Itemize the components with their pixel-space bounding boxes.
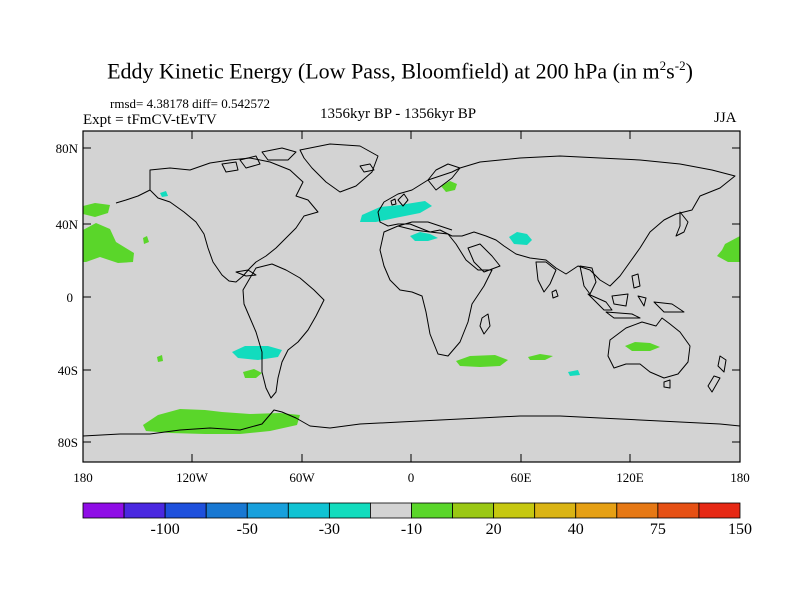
- colorbar-swatch: [123, 502, 166, 519]
- coastline-africa: [379, 225, 493, 357]
- lon-label: 60E: [511, 470, 532, 485]
- colorbar-label: -50: [237, 521, 258, 538]
- shade-region: [83, 203, 110, 217]
- shade-region: [528, 354, 553, 360]
- colorbar-swatch: [370, 502, 412, 519]
- coastline-north-america: [149, 157, 319, 283]
- coastline-greenland: [299, 143, 379, 193]
- coastline-mediterranean: [397, 221, 453, 231]
- coastline-sri-lanka: [551, 289, 559, 299]
- shade-region: [143, 409, 300, 434]
- coastline-philippines: [631, 273, 641, 289]
- coastline-cuba: [235, 269, 257, 277]
- shade-region: [360, 201, 432, 222]
- coastline-new-zealand: [707, 355, 727, 393]
- shade-region: [143, 236, 149, 244]
- colorbar-swatch: [164, 502, 207, 519]
- shade-region: [232, 346, 282, 360]
- coastline-scandinavia: [427, 163, 461, 191]
- shade-region: [160, 191, 168, 197]
- lon-label: 0: [408, 470, 415, 485]
- colorbar-labels: -100 -50 -30 -10 20 40 75 150: [150, 521, 752, 538]
- shade-region: [717, 236, 740, 262]
- shade-region: [568, 370, 580, 376]
- lat-label: 0: [67, 290, 74, 305]
- coastline-antarctica: [82, 409, 741, 437]
- colorbar-label: -10: [401, 521, 422, 538]
- experiment-label: Expt = tFmCV-tEvTV: [83, 112, 217, 128]
- lon-label: 120E: [616, 470, 644, 485]
- coastline-madagascar: [479, 313, 491, 335]
- lat-label: 40S: [58, 363, 78, 378]
- colorbar-label: 20: [486, 521, 502, 538]
- plot-title: Eddy Kinetic Energy (Low Pass, Bloomfiel…: [107, 58, 693, 84]
- colorbar: [82, 502, 741, 519]
- colorbar-swatch: [616, 502, 659, 519]
- colorbar-swatch: [493, 502, 536, 519]
- colorbar-label: -100: [150, 521, 179, 538]
- colorbar-label: 75: [650, 521, 666, 538]
- longitude-labels: 180 120W 60W 0 60E 120E 180: [73, 470, 750, 485]
- lon-label: 180: [730, 470, 750, 485]
- stats-label: rmsd= 4.38178 diff= 0.542572: [110, 96, 270, 111]
- shade-region: [410, 232, 438, 241]
- colorbar-swatch: [575, 502, 618, 519]
- shade-region: [243, 369, 262, 378]
- lon-label: 120W: [176, 470, 209, 485]
- shade-region: [83, 223, 134, 263]
- coastline-indochina: [579, 265, 597, 295]
- season-label: JJA: [714, 110, 737, 126]
- lat-label: 80S: [58, 435, 78, 450]
- colorbar-swatch: [205, 502, 248, 519]
- lat-label: 40N: [56, 217, 79, 232]
- colorbar-label: 40: [568, 521, 584, 538]
- map-background: [83, 131, 740, 462]
- coastlines: [82, 143, 741, 437]
- colorbar-label: -30: [319, 521, 340, 538]
- colorbar-swatch: [411, 502, 453, 519]
- lon-label: 60W: [289, 470, 315, 485]
- map-ticks: [82, 131, 740, 462]
- colorbar-swatch: [246, 502, 289, 519]
- coastline-british-isles: [390, 193, 409, 207]
- colorbar-swatch: [534, 502, 577, 519]
- colorbar-swatch: [328, 502, 371, 519]
- coastline-india: [535, 261, 557, 293]
- shade-region: [441, 181, 457, 192]
- lat-label: 80N: [56, 141, 79, 156]
- latitude-labels: 80N 40N 0 40S 80S: [56, 141, 79, 450]
- colorbar-label: 150: [728, 521, 752, 538]
- coastline-tasmania: [663, 379, 671, 389]
- coastline-australia: [607, 317, 691, 379]
- shade-region: [509, 232, 532, 245]
- colorbar-swatch: [287, 502, 330, 519]
- coastline-japan: [675, 211, 689, 237]
- period-label: 1356kyr BP - 1356kyr BP: [320, 106, 477, 122]
- coastline-iceland: [359, 163, 375, 173]
- coastline-alaska-peninsula: [115, 189, 151, 204]
- colorbar-swatch: [698, 502, 741, 519]
- shade-region: [625, 342, 660, 351]
- shaded-regions: [83, 181, 740, 434]
- lon-label: 180: [73, 470, 93, 485]
- coastline-indonesia: [587, 293, 685, 319]
- colorbar-swatch: [657, 502, 700, 519]
- coastline-canadian-archipelago: [221, 147, 297, 173]
- shade-region: [456, 355, 508, 367]
- colorbar-swatch: [452, 502, 495, 519]
- coastline-south-america: [242, 263, 325, 399]
- coastline-eurasia: [377, 155, 736, 287]
- shade-region: [157, 355, 163, 362]
- coastline-arabia: [467, 243, 501, 273]
- colorbar-swatch: [82, 502, 125, 519]
